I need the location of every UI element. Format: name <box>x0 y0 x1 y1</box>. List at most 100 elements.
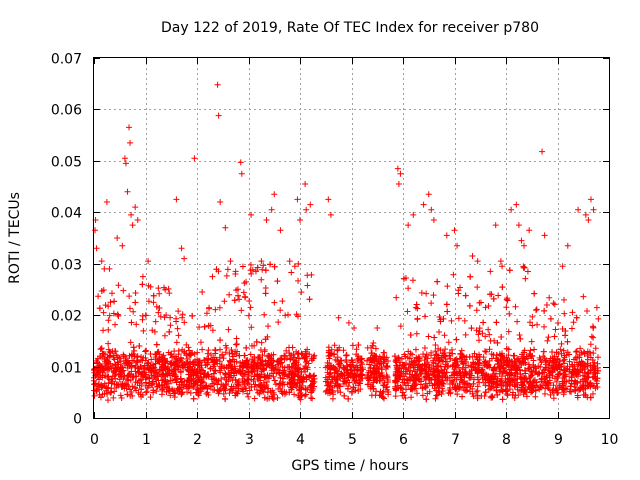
data-point <box>272 381 279 388</box>
data-point <box>397 323 404 330</box>
data-point <box>473 388 480 395</box>
data-point <box>161 372 168 379</box>
data-point <box>590 206 597 213</box>
data-point <box>460 384 467 391</box>
data-point <box>142 371 149 378</box>
data-point <box>194 349 201 356</box>
data-point <box>385 357 392 364</box>
data-point <box>258 383 265 390</box>
data-point <box>447 355 454 362</box>
data-point <box>462 292 469 299</box>
data-point <box>428 377 435 384</box>
data-point <box>219 352 226 359</box>
data-point <box>167 322 174 329</box>
data-point <box>517 335 524 342</box>
data-point <box>282 312 289 319</box>
data-point <box>466 302 473 309</box>
data-point <box>95 293 102 300</box>
data-point <box>554 319 561 326</box>
data-point <box>415 361 422 368</box>
data-point <box>103 359 110 366</box>
y-tick-label: 0.01 <box>51 361 82 377</box>
data-point <box>471 350 478 357</box>
data-point <box>110 394 117 401</box>
data-point <box>233 335 240 342</box>
data-point <box>544 380 551 387</box>
data-point <box>256 374 263 381</box>
data-point <box>120 353 127 360</box>
data-point <box>431 354 438 361</box>
data-point <box>294 366 301 373</box>
data-point <box>106 265 113 272</box>
data-point <box>172 361 179 368</box>
data-point <box>511 395 518 402</box>
data-point <box>417 370 424 377</box>
data-point <box>248 211 255 218</box>
data-point <box>217 199 224 205</box>
data-point <box>326 390 333 397</box>
data-point <box>543 301 550 308</box>
data-point <box>458 374 465 381</box>
data-point <box>115 282 122 289</box>
data-point <box>541 323 548 330</box>
data-point <box>583 307 590 314</box>
data-point <box>489 392 496 399</box>
data-point <box>404 308 411 315</box>
data-point <box>181 360 188 367</box>
data-point <box>573 314 580 321</box>
data-point <box>111 298 118 305</box>
data-point <box>430 292 437 299</box>
data-point <box>324 382 331 389</box>
data-point <box>521 375 528 382</box>
data-point <box>445 339 452 346</box>
data-point <box>550 359 557 366</box>
data-point <box>551 333 558 340</box>
data-point <box>111 367 118 374</box>
data-point <box>175 389 182 396</box>
data-point <box>270 366 277 373</box>
data-point <box>413 381 420 388</box>
data-point <box>444 308 451 315</box>
data-point <box>577 378 584 385</box>
data-point <box>245 376 252 383</box>
data-point <box>204 385 211 392</box>
data-point <box>358 375 365 382</box>
data-point <box>397 384 404 391</box>
data-point <box>149 378 156 385</box>
data-point <box>128 389 135 396</box>
data-point <box>580 392 587 399</box>
data-point <box>481 362 488 369</box>
data-point <box>256 390 263 397</box>
data-point <box>466 353 473 360</box>
data-point <box>128 319 135 326</box>
data-point <box>349 342 356 349</box>
data-point <box>132 290 139 297</box>
data-point <box>551 301 558 308</box>
data-point <box>173 339 180 346</box>
data-point <box>245 312 252 319</box>
data-point <box>135 369 142 376</box>
data-point <box>590 334 597 341</box>
data-point <box>222 371 229 378</box>
data-point <box>285 311 292 318</box>
data-point <box>221 298 228 305</box>
data-point <box>334 347 341 354</box>
data-point <box>204 350 211 357</box>
data-point <box>541 307 548 314</box>
data-point <box>243 344 250 351</box>
data-point <box>379 394 386 401</box>
data-point <box>393 294 400 301</box>
chart-title: Day 122 of 2019, Rate Of TEC Index for r… <box>161 20 539 36</box>
data-point <box>392 358 399 365</box>
data-point <box>271 299 278 306</box>
data-point <box>529 352 536 359</box>
data-point <box>235 292 242 299</box>
y-tick-label: 0 <box>73 412 82 428</box>
data-point <box>529 322 536 329</box>
data-point <box>413 301 420 308</box>
data-point <box>572 355 579 362</box>
data-point <box>409 277 416 284</box>
data-point <box>166 328 173 335</box>
y-tick-label: 0.03 <box>51 258 82 274</box>
data-point <box>473 307 480 314</box>
